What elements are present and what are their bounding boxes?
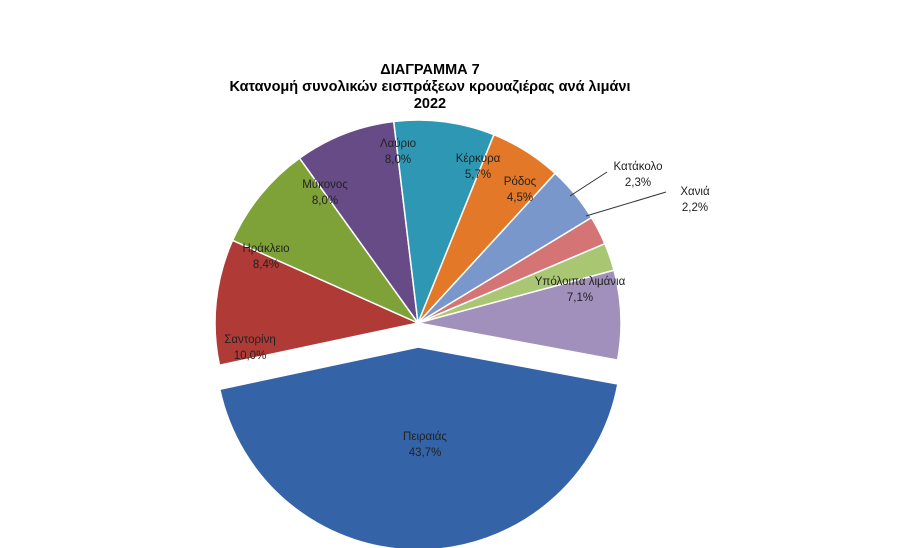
pie-slice <box>417 269 622 361</box>
slice-value-label: 7,1% <box>567 292 593 304</box>
slice-value-label: 10,0% <box>234 350 267 362</box>
leader-line <box>569 171 608 197</box>
slice-label: Υπόλοιπα λιμάνια <box>535 276 626 288</box>
slice-value-label: 2,3% <box>625 177 651 189</box>
slice-label: Πειραιάς <box>403 431 447 443</box>
pie-slice <box>392 119 495 324</box>
slice-label: Κατάκολο <box>614 161 663 173</box>
slice-value-label: 5,7% <box>465 169 491 181</box>
pie-slice <box>231 157 421 325</box>
slice-label: Σαντορίνη <box>224 334 276 346</box>
slice-label: Λαύριο <box>380 138 416 150</box>
slice-label: Ηράκλειο <box>242 243 289 255</box>
leader-line <box>585 191 667 217</box>
slice-label: Ρόδος <box>504 176 537 188</box>
slice-value-label: 43,7% <box>409 447 442 459</box>
chart-subtitle: Κατανομή συνολικών εισπράξεων κρουαζιέρα… <box>229 79 631 95</box>
slice-label: Κέρκυρα <box>456 153 501 165</box>
slice-value-label: 2,2% <box>682 202 708 214</box>
slice-value-label: 8,0% <box>312 195 338 207</box>
chart-title: ΔΙΑΓΡΑΜΜΑ 7 <box>380 62 480 78</box>
chart-year: 2022 <box>413 96 447 112</box>
slice-label: Χανιά <box>680 186 710 198</box>
chart-title-block: ΔΙΑΓΡΑΜΜΑ 7 Κατανομή συνολικών εισπράξεω… <box>150 62 710 113</box>
slice-value-label: 4,5% <box>507 192 533 204</box>
slice-value-label: 8,0% <box>385 154 411 166</box>
pie-slice <box>298 120 419 324</box>
slice-label: Μύκονος <box>302 179 348 191</box>
slice-value-label: 8,4% <box>253 259 279 271</box>
pie-slice <box>218 346 619 548</box>
pie-slice <box>214 239 421 367</box>
